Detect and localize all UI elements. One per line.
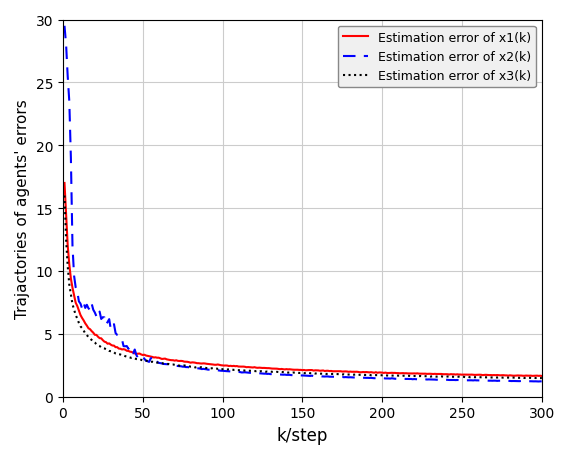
Estimation error of x1(k) — [61, 181, 68, 186]
Estimation error of x3(k) — [61, 193, 68, 199]
Estimation error of x2(k) — [494, 378, 500, 384]
Line: Estimation error of x2(k): Estimation error of x2(k) — [64, 27, 542, 381]
Estimation error of x2(k) — [63, 43, 70, 48]
Estimation error of x3(k) — [353, 372, 360, 377]
Estimation error of x2(k) — [539, 379, 545, 384]
Estimation error of x1(k) — [353, 369, 360, 375]
Estimation error of x1(k) — [345, 369, 352, 375]
Estimation error of x1(k) — [344, 369, 351, 375]
Estimation error of x1(k) — [63, 211, 70, 217]
Estimation error of x2(k) — [463, 378, 470, 383]
Estimation error of x3(k) — [539, 375, 545, 381]
Estimation error of x1(k) — [539, 374, 545, 379]
Estimation error of x3(k) — [463, 375, 470, 380]
Estimation error of x2(k) — [345, 375, 352, 380]
Estimation error of x3(k) — [63, 237, 70, 243]
Y-axis label: Trajactories of agents' errors: Trajactories of agents' errors — [15, 99, 30, 318]
X-axis label: k/step: k/step — [276, 426, 328, 444]
Estimation error of x2(k) — [344, 375, 351, 380]
Estimation error of x2(k) — [61, 24, 68, 29]
Estimation error of x1(k) — [463, 372, 470, 378]
Estimation error of x3(k) — [344, 372, 351, 377]
Estimation error of x2(k) — [535, 379, 542, 384]
Line: Estimation error of x3(k): Estimation error of x3(k) — [64, 196, 542, 378]
Estimation error of x3(k) — [345, 372, 352, 377]
Estimation error of x3(k) — [494, 375, 500, 381]
Estimation error of x2(k) — [353, 375, 360, 381]
Estimation error of x1(k) — [494, 372, 500, 378]
Line: Estimation error of x1(k): Estimation error of x1(k) — [64, 184, 542, 376]
Legend: Estimation error of x1(k), Estimation error of x2(k), Estimation error of x3(k): Estimation error of x1(k), Estimation er… — [337, 27, 536, 88]
